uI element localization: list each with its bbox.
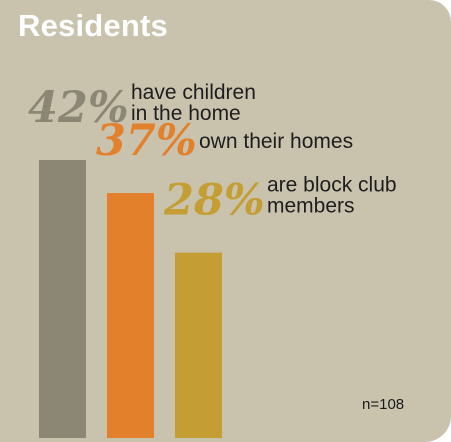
category-label-have-children-in-the-home: have children in the home [131,81,256,125]
value-label-have-children-in-the-home: 42% [28,83,129,133]
category-label-own-their-homes: own their homes [199,130,353,153]
category-label-are-block-club-members: are block club members [267,174,397,218]
sample-size-note: n=108 [362,396,405,413]
bar-own-their-homes [107,193,154,438]
chart-title: Residents [18,8,168,43]
bar-have-children-in-the-home [39,159,86,438]
bar-are-block-club-members [175,252,222,438]
value-label-are-block-club-members: 28% [163,176,265,226]
value-label-own-their-homes: 37% [96,116,197,166]
